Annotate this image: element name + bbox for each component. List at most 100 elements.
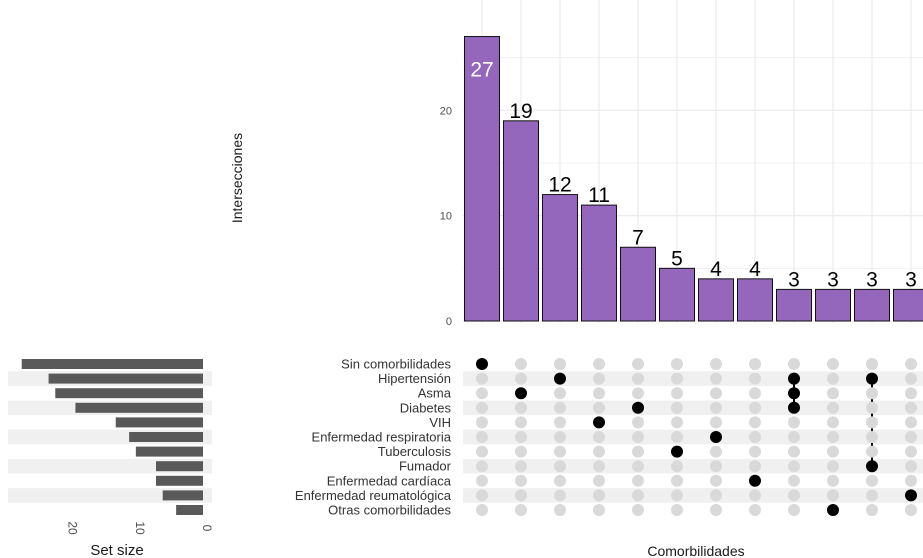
matrix-dot-empty bbox=[515, 358, 527, 370]
matrix-dot-empty bbox=[515, 416, 527, 429]
matrix-dot-empty bbox=[827, 387, 839, 400]
matrix-dot-empty bbox=[866, 358, 878, 370]
matrix-dot-empty bbox=[905, 401, 917, 414]
matrix-dot-empty bbox=[671, 401, 683, 414]
set-size-bar bbox=[176, 505, 203, 515]
set-size-stripe bbox=[8, 488, 212, 503]
bar-value-label: 19 bbox=[509, 100, 532, 123]
matrix-dot-empty bbox=[749, 401, 761, 414]
matrix-dot-empty bbox=[866, 387, 878, 400]
bar-value-label: 7 bbox=[632, 226, 644, 249]
matrix-dot-empty bbox=[905, 504, 917, 516]
matrix-dot-empty bbox=[827, 416, 839, 429]
matrix-dot-empty bbox=[593, 401, 605, 414]
matrix-dot-empty bbox=[593, 445, 605, 458]
matrix-dot-filled bbox=[749, 474, 761, 487]
matrix-dot-empty bbox=[632, 387, 644, 400]
matrix-dot-empty bbox=[476, 431, 488, 443]
matrix-dot-empty bbox=[593, 489, 605, 502]
matrix-dot-empty bbox=[515, 489, 527, 502]
x-axis-title: Comorbilidades bbox=[647, 543, 744, 558]
matrix-dot-empty bbox=[632, 372, 644, 385]
matrix-dot-empty bbox=[866, 401, 878, 414]
intersection-bar bbox=[659, 267, 695, 322]
matrix-dot-filled bbox=[710, 431, 722, 443]
matrix-dot-empty bbox=[866, 416, 878, 429]
matrix-dot-filled bbox=[788, 387, 800, 400]
matrix-dot-empty bbox=[515, 474, 527, 487]
matrix-dot-empty bbox=[554, 489, 566, 502]
bar-value-label: 3 bbox=[827, 268, 839, 291]
matrix-dot-empty bbox=[905, 431, 917, 443]
matrix-dot-empty bbox=[515, 445, 527, 458]
matrix-dot-empty bbox=[476, 372, 488, 385]
y-tick-label: 20 bbox=[440, 105, 452, 117]
set-size-bar bbox=[21, 359, 204, 369]
matrix-dot-empty bbox=[827, 489, 839, 502]
matrix-dot-empty bbox=[515, 401, 527, 414]
matrix-dot-empty bbox=[593, 358, 605, 370]
matrix-layer bbox=[476, 358, 917, 516]
intersection-bar bbox=[893, 288, 923, 322]
matrix-dot-empty bbox=[749, 387, 761, 400]
matrix-dot-empty bbox=[905, 387, 917, 400]
matrix-dot-empty bbox=[710, 401, 722, 414]
matrix-dot-empty bbox=[905, 460, 917, 473]
matrix-dot-empty bbox=[710, 372, 722, 385]
matrix-stripe bbox=[463, 429, 923, 445]
set-size-tick: 0 bbox=[200, 525, 214, 532]
matrix-dot-empty bbox=[515, 504, 527, 516]
intersection-bar bbox=[503, 120, 539, 322]
matrix-dot-empty bbox=[749, 416, 761, 429]
y-tick-label: 10 bbox=[440, 211, 452, 223]
matrix-dot-filled bbox=[827, 504, 839, 516]
matrix-dot-empty bbox=[710, 416, 722, 429]
set-size-bar bbox=[48, 373, 204, 384]
axis-text: Intersecciones Comorbilidades Set size bbox=[90, 133, 744, 558]
intersection-bar bbox=[620, 246, 656, 322]
intersection-bar bbox=[698, 278, 734, 322]
matrix-dot-filled bbox=[593, 416, 605, 429]
matrix-dot-empty bbox=[788, 416, 800, 429]
matrix-dot-empty bbox=[866, 431, 878, 443]
set-label: Hipertensión bbox=[378, 371, 451, 386]
set-label: Fumador bbox=[399, 459, 452, 474]
intersection-bar bbox=[776, 288, 812, 322]
matrix-dot-empty bbox=[905, 372, 917, 385]
set-size-title: Set size bbox=[90, 542, 143, 558]
matrix-dot-empty bbox=[866, 474, 878, 487]
matrix-dot-empty bbox=[710, 387, 722, 400]
matrix-dot-empty bbox=[476, 504, 488, 516]
matrix-dot-filled bbox=[866, 372, 878, 385]
matrix-dot-empty bbox=[827, 474, 839, 487]
matrix-dot-empty bbox=[866, 445, 878, 458]
set-label: Asma bbox=[418, 386, 452, 401]
matrix-dot-empty bbox=[827, 431, 839, 443]
matrix-dot-empty bbox=[905, 416, 917, 429]
matrix-dot-empty bbox=[632, 358, 644, 370]
matrix-dot-filled bbox=[515, 387, 527, 400]
set-size-bar bbox=[129, 432, 203, 442]
matrix-dot-empty bbox=[515, 431, 527, 443]
intersection-bar bbox=[581, 204, 617, 322]
matrix-dot-empty bbox=[476, 460, 488, 473]
bar-value-label: 3 bbox=[788, 268, 800, 291]
matrix-dot-filled bbox=[905, 489, 917, 502]
matrix-dot-empty bbox=[749, 372, 761, 385]
matrix-dot-empty bbox=[710, 358, 722, 370]
matrix-dot-empty bbox=[554, 431, 566, 443]
matrix-dot-filled bbox=[671, 445, 683, 458]
matrix-stripe bbox=[463, 488, 923, 503]
matrix-dot-empty bbox=[710, 445, 722, 458]
matrix-dot-empty bbox=[866, 489, 878, 502]
matrix-dot-empty bbox=[671, 489, 683, 502]
bar-value-label: 12 bbox=[548, 174, 571, 197]
matrix-dot-empty bbox=[476, 401, 488, 414]
matrix-dot-empty bbox=[788, 445, 800, 458]
intersection-bar bbox=[854, 288, 890, 322]
matrix-dot-empty bbox=[827, 401, 839, 414]
intersection-bar bbox=[815, 288, 851, 322]
matrix-dot-empty bbox=[710, 489, 722, 502]
matrix-dot-empty bbox=[515, 372, 527, 385]
